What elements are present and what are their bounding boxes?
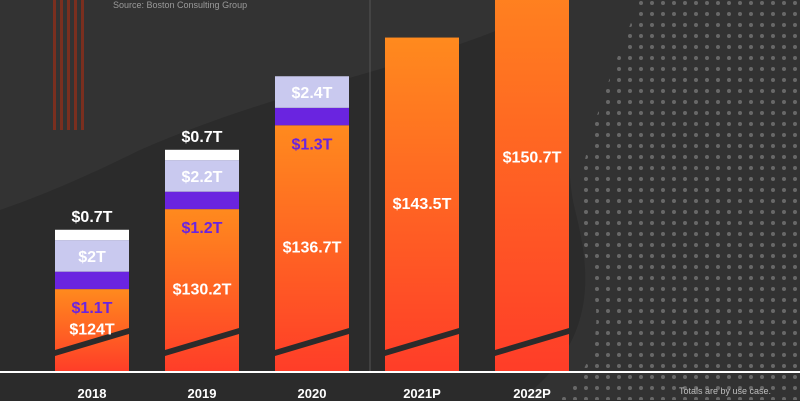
- bar-main-2022p: [495, 0, 569, 372]
- axis-break-mark-2021p: [385, 328, 459, 356]
- axis-break-mark-2019: [165, 328, 239, 356]
- data-label-segment-1-2020: $1.3T: [292, 136, 333, 153]
- data-label-segment-2-2019: $2.2T: [182, 169, 223, 186]
- data-label-main-2020: $136.7T: [283, 240, 342, 257]
- x-tick-label-2020: 2020: [297, 386, 327, 401]
- footnote: Totals are by use case.: [679, 386, 772, 396]
- axis-break-mark-2018: [55, 328, 129, 356]
- x-tick-label-2022p: 2022P: [513, 386, 551, 401]
- data-label-segment-1-2018: $1.1T: [72, 300, 113, 317]
- data-label-segment-3-2018: $0.7T: [72, 209, 113, 226]
- bar-segment-2-2018: [55, 240, 129, 272]
- axis-break-mark-2022p: [495, 328, 569, 356]
- data-label-main-2019: $130.2T: [173, 282, 232, 299]
- bar-main-2018: [55, 289, 129, 372]
- pipe-decoration: [53, 0, 84, 130]
- data-label-segment-1-2019: $1.2T: [182, 220, 223, 237]
- data-label-main-2022p: $150.7T: [503, 149, 562, 166]
- bar-segment-1-2018: [55, 271, 129, 290]
- x-tick-label-2018: 2018: [77, 386, 107, 401]
- data-label-segment-2-2020: $2.4T: [292, 85, 333, 102]
- bar-segment-3-2018: [55, 229, 129, 241]
- data-label-segment-3-2019: $0.7T: [182, 129, 223, 146]
- bar-segment-1-2019: [165, 191, 239, 210]
- axis-break-mark-2020: [275, 328, 349, 356]
- data-label-main-2018: $124T: [69, 322, 115, 339]
- source-text: Source: Boston Consulting Group: [113, 0, 248, 10]
- bar-segment-1-2020: [275, 107, 349, 126]
- bar-segment-3-2019: [165, 149, 239, 161]
- bar-main-2020: [275, 125, 349, 373]
- bars-layer: $124T $1.1T $2T $0.7T $130.2T $1.2T $2.2T $0.7T…: [55, 0, 569, 373]
- bar-segment-2-2019: [165, 160, 239, 192]
- data-label-segment-2-2018: $2T: [78, 249, 106, 266]
- data-label-main-2021p: $143.5T: [393, 196, 452, 213]
- bar-main-2021p: [385, 37, 459, 373]
- bar-segment-2-2020: [275, 76, 349, 108]
- x-tick-label-2021p: 2021P: [403, 386, 441, 401]
- x-tick-label-2019: 2019: [187, 386, 217, 401]
